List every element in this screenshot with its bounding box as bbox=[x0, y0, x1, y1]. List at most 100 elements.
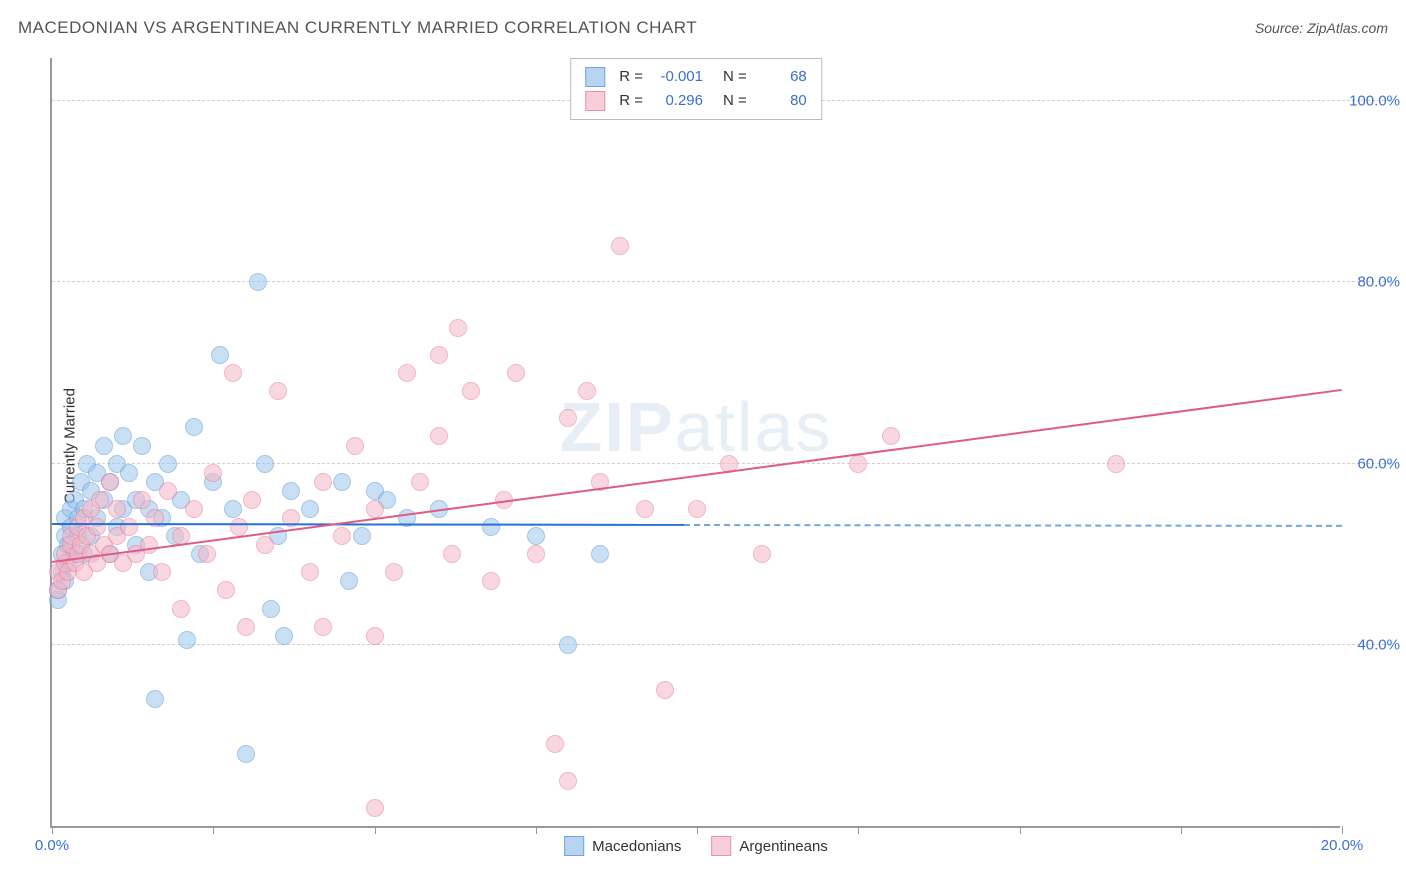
data-point bbox=[559, 772, 577, 790]
data-point bbox=[411, 473, 429, 491]
legend-swatch bbox=[564, 836, 584, 856]
legend-stat-row: R =-0.001N =68 bbox=[585, 65, 807, 89]
x-tick bbox=[52, 826, 53, 834]
data-point bbox=[430, 346, 448, 364]
data-point bbox=[546, 735, 564, 753]
data-point bbox=[217, 581, 235, 599]
data-point bbox=[366, 627, 384, 645]
data-point bbox=[262, 600, 280, 618]
gridline bbox=[52, 644, 1390, 645]
data-point bbox=[133, 437, 151, 455]
data-point bbox=[366, 500, 384, 518]
x-tick bbox=[1181, 826, 1182, 834]
data-point bbox=[301, 563, 319, 581]
data-point bbox=[224, 500, 242, 518]
chart-title: MACEDONIAN VS ARGENTINEAN CURRENTLY MARR… bbox=[18, 18, 697, 38]
data-point bbox=[366, 799, 384, 817]
data-point bbox=[385, 563, 403, 581]
legend-stat-row: R =0.296N =80 bbox=[585, 89, 807, 113]
data-point bbox=[172, 600, 190, 618]
data-point bbox=[314, 473, 332, 491]
y-tick-label: 40.0% bbox=[1357, 636, 1400, 653]
x-tick bbox=[536, 826, 537, 834]
y-tick-label: 100.0% bbox=[1349, 93, 1400, 110]
data-point bbox=[237, 618, 255, 636]
legend-label: Argentineans bbox=[739, 838, 827, 855]
data-point bbox=[430, 427, 448, 445]
data-point bbox=[559, 636, 577, 654]
data-point bbox=[849, 455, 867, 473]
data-point bbox=[462, 382, 480, 400]
data-point bbox=[527, 545, 545, 563]
source-label: Source: ZipAtlas.com bbox=[1255, 20, 1388, 36]
data-point bbox=[482, 572, 500, 590]
data-point bbox=[146, 690, 164, 708]
legend-stats: R =-0.001N =68R =0.296N =80 bbox=[570, 58, 822, 120]
x-tick-label: 20.0% bbox=[1321, 837, 1364, 854]
data-point bbox=[237, 745, 255, 763]
data-point bbox=[211, 346, 229, 364]
data-point bbox=[482, 518, 500, 536]
data-point bbox=[178, 631, 196, 649]
data-point bbox=[301, 500, 319, 518]
data-point bbox=[91, 491, 109, 509]
data-point bbox=[656, 681, 674, 699]
data-point bbox=[120, 464, 138, 482]
x-tick bbox=[1342, 826, 1343, 834]
data-point bbox=[753, 545, 771, 563]
x-tick bbox=[213, 826, 214, 834]
x-tick bbox=[858, 826, 859, 834]
data-point bbox=[185, 418, 203, 436]
legend-swatch bbox=[711, 836, 731, 856]
y-tick-label: 80.0% bbox=[1357, 274, 1400, 291]
trend-line bbox=[52, 389, 1342, 563]
data-point bbox=[591, 545, 609, 563]
data-point bbox=[346, 437, 364, 455]
data-point bbox=[507, 364, 525, 382]
x-tick-label: 0.0% bbox=[35, 837, 69, 854]
data-point bbox=[88, 518, 106, 536]
data-point bbox=[1107, 455, 1125, 473]
legend-series: Macedonians Argentineans bbox=[564, 836, 828, 856]
data-point bbox=[527, 527, 545, 545]
data-point bbox=[333, 527, 351, 545]
data-point bbox=[269, 382, 287, 400]
data-point bbox=[340, 572, 358, 590]
data-point bbox=[249, 273, 267, 291]
legend-item: Argentineans bbox=[711, 836, 827, 856]
x-tick bbox=[375, 826, 376, 834]
data-point bbox=[449, 319, 467, 337]
data-point bbox=[140, 536, 158, 554]
data-point bbox=[882, 427, 900, 445]
legend-swatch bbox=[585, 91, 605, 111]
data-point bbox=[159, 455, 177, 473]
data-point bbox=[578, 382, 596, 400]
data-point bbox=[95, 437, 113, 455]
data-point bbox=[159, 482, 177, 500]
data-point bbox=[224, 364, 242, 382]
data-point bbox=[101, 473, 119, 491]
data-point bbox=[443, 545, 461, 563]
data-point bbox=[198, 545, 216, 563]
data-point bbox=[153, 563, 171, 581]
watermark: ZIPatlas bbox=[560, 387, 833, 467]
data-point bbox=[636, 500, 654, 518]
data-point bbox=[559, 409, 577, 427]
data-point bbox=[256, 536, 274, 554]
data-point bbox=[230, 518, 248, 536]
data-point bbox=[688, 500, 706, 518]
data-point bbox=[243, 491, 261, 509]
data-point bbox=[398, 364, 416, 382]
data-point bbox=[314, 618, 332, 636]
data-point bbox=[108, 500, 126, 518]
data-point bbox=[133, 491, 151, 509]
legend-label: Macedonians bbox=[592, 838, 681, 855]
trend-line bbox=[52, 523, 684, 526]
data-point bbox=[275, 627, 293, 645]
plot-area: ZIPatlas R =-0.001N =68R =0.296N =80 Mac… bbox=[50, 58, 1340, 828]
data-point bbox=[114, 427, 132, 445]
legend-item: Macedonians bbox=[564, 836, 681, 856]
data-point bbox=[120, 518, 138, 536]
data-point bbox=[185, 500, 203, 518]
data-point bbox=[204, 464, 222, 482]
